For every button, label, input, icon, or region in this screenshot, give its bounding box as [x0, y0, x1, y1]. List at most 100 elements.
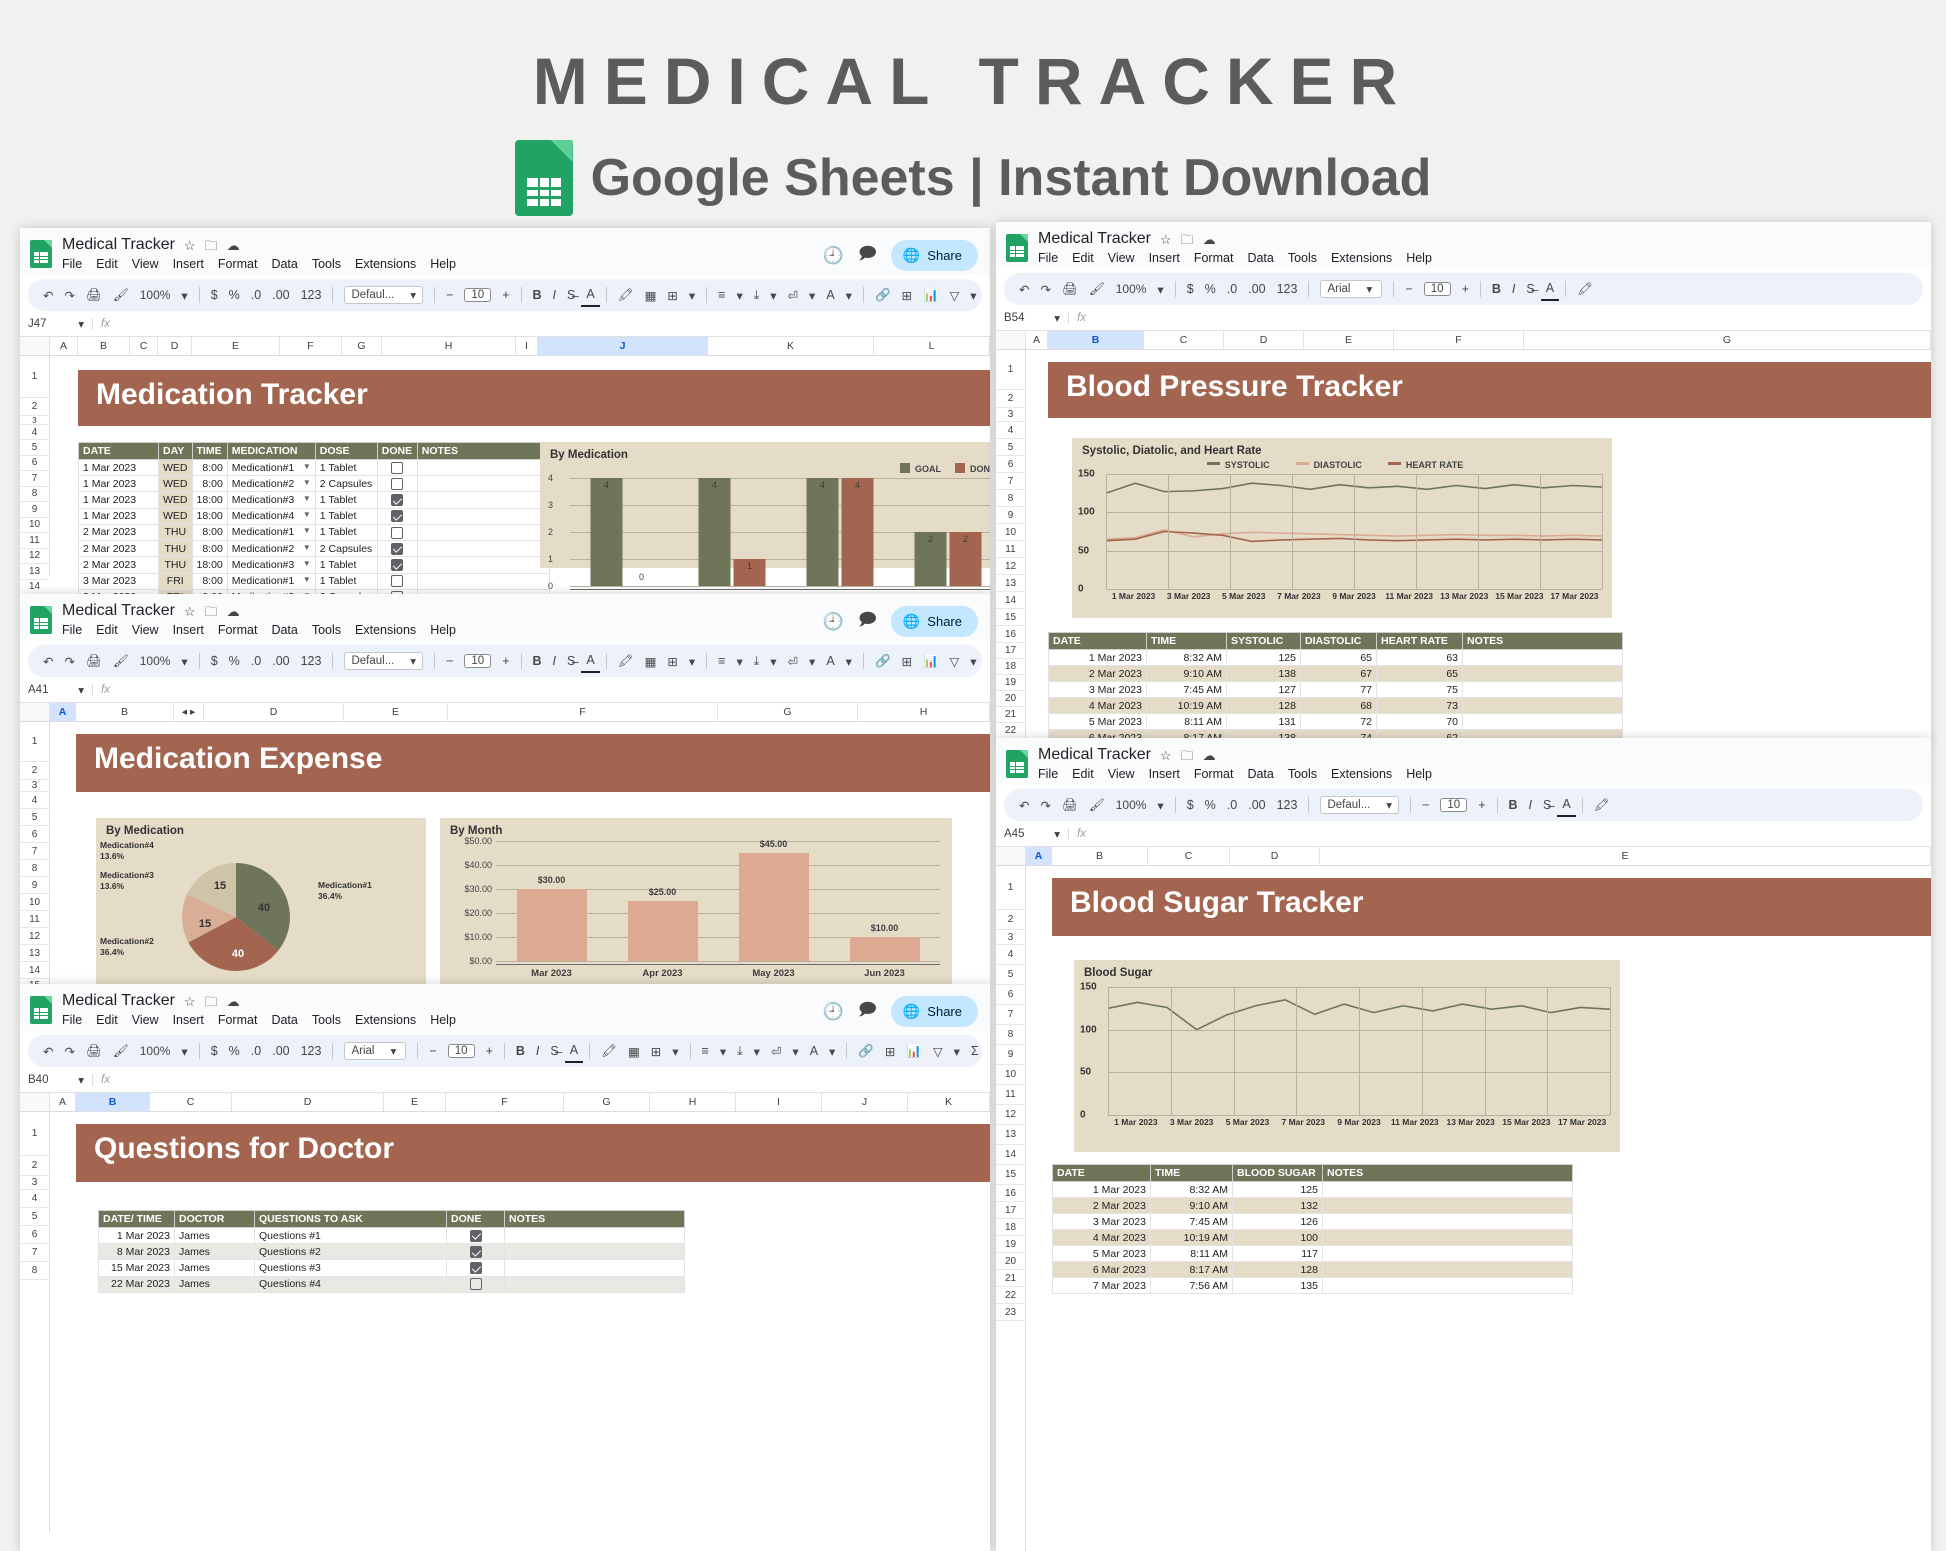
cell-date[interactable]: 1 Mar 2023: [78, 458, 159, 477]
table-row[interactable]: 15 Mar 2023 James Questions #3: [98, 1259, 685, 1277]
insert-chart-icon[interactable]: 📊: [923, 653, 939, 668]
row-header-5[interactable]: 5: [20, 1208, 49, 1226]
chevron-down-icon[interactable]: ▾: [736, 288, 743, 303]
cell-notes[interactable]: [416, 523, 550, 542]
font-size-input[interactable]: 10: [1440, 798, 1468, 812]
text-rotation-icon[interactable]: A: [826, 654, 835, 668]
print-icon[interactable]: 🖨: [1061, 797, 1078, 812]
merge-cells-icon[interactable]: ⊞: [667, 288, 678, 303]
menu-item-format[interactable]: Format: [217, 1013, 258, 1027]
name-box[interactable]: B40 ▾: [28, 1073, 84, 1087]
bar-done[interactable]: 1: [733, 559, 766, 586]
bar-done[interactable]: 4: [841, 478, 874, 586]
cell-date[interactable]: 3 Mar 2023: [1048, 681, 1147, 698]
cell-medication[interactable]: Medication#1 ▼: [226, 572, 316, 590]
undo-icon[interactable]: ↶: [1019, 798, 1030, 813]
cell-date[interactable]: 7 Mar 2023: [1052, 1277, 1151, 1294]
print-icon[interactable]: 🖨: [85, 287, 102, 302]
cell-doctor[interactable]: James: [174, 1275, 255, 1293]
font-family-select[interactable]: Defaul... ▾: [344, 286, 424, 304]
cell-systolic[interactable]: 125: [1226, 649, 1301, 666]
cell-question[interactable]: Questions #1: [254, 1226, 447, 1245]
print-icon[interactable]: 🖨: [85, 653, 102, 668]
cell-time[interactable]: 8:32 AM: [1146, 649, 1227, 666]
row-header-18[interactable]: 18: [996, 1219, 1025, 1236]
cell-date[interactable]: 2 Mar 2023: [78, 523, 159, 542]
print-icon[interactable]: 🖨: [1061, 281, 1078, 296]
strikethrough-button[interactable]: S̶: [567, 654, 576, 668]
cell-date[interactable]: 6 Mar 2023: [1052, 1261, 1151, 1278]
cell-blood-sugar[interactable]: 126: [1232, 1213, 1323, 1230]
menu-item-data[interactable]: Data: [1247, 767, 1274, 781]
increase-decimal-button[interactable]: .00: [272, 1044, 290, 1058]
cell-day[interactable]: FRI: [158, 572, 193, 590]
filter-icon[interactable]: ▽: [949, 288, 960, 303]
document-title[interactable]: Medical Tracker: [1038, 746, 1151, 763]
row-header-14[interactable]: 14: [20, 580, 49, 595]
menu-item-help[interactable]: Help: [430, 1013, 456, 1027]
name-box[interactable]: J47 ▾: [28, 317, 84, 331]
cell-heart-rate[interactable]: 65: [1376, 665, 1463, 682]
chevron-down-icon[interactable]: ▾: [688, 654, 696, 669]
cell-date[interactable]: 3 Mar 2023: [78, 572, 159, 590]
menu-item-help[interactable]: Help: [1406, 251, 1432, 265]
cell-date[interactable]: 2 Mar 2023: [1052, 1197, 1151, 1214]
table-row[interactable]: 2 Mar 2023 9:10 AM 138 67 65: [1048, 665, 1623, 682]
merge-cells-icon[interactable]: ⊞: [667, 654, 678, 669]
column-header-e[interactable]: E: [1320, 847, 1931, 865]
more-formats-button[interactable]: 123: [300, 654, 322, 668]
increase-font-size-button[interactable]: +: [502, 288, 510, 302]
cell-dose[interactable]: 2 Capsules: [314, 540, 378, 558]
cell-notes[interactable]: [416, 507, 550, 525]
table-row[interactable]: 6 Mar 2023 8:17 AM 128: [1052, 1261, 1573, 1278]
vertical-align-icon[interactable]: ⤓: [737, 1043, 743, 1058]
cell-time[interactable]: 8:00: [191, 475, 228, 493]
table-row[interactable]: 2 Mar 2023 THU 8:00 Medication#1 ▼ 1 Tablet: [78, 523, 550, 542]
text-color-button[interactable]: A: [564, 1039, 584, 1063]
menu-item-extensions[interactable]: Extensions: [355, 257, 417, 271]
table-row[interactable]: 5 Mar 2023 8:11 AM 131 72 70: [1048, 713, 1623, 730]
zoom-level[interactable]: 100%: [139, 1044, 171, 1058]
paint-format-icon[interactable]: 🖌: [112, 653, 129, 668]
italic-button[interactable]: I: [552, 654, 557, 668]
menu-item-data[interactable]: Data: [1247, 251, 1274, 265]
borders-icon[interactable]: ▦: [627, 1044, 640, 1059]
redo-icon[interactable]: ↷: [64, 1044, 75, 1059]
menu-item-file[interactable]: File: [1038, 767, 1059, 781]
cell-date[interactable]: 1 Mar 2023: [1048, 649, 1147, 666]
bar-month-2[interactable]: $25.00: [627, 887, 698, 961]
cell-time[interactable]: 7:45 AM: [1146, 681, 1227, 698]
row-header-10[interactable]: 10: [20, 518, 49, 533]
share-button[interactable]: 🌐 Share: [890, 996, 978, 1027]
row-header-13[interactable]: 13: [20, 564, 49, 580]
row-header-7[interactable]: 7: [20, 471, 49, 487]
more-formats-button[interactable]: 123: [300, 288, 322, 302]
done-checkbox[interactable]: [391, 559, 404, 572]
fill-color-icon[interactable]: 🖍: [601, 1043, 617, 1058]
cell-doctor[interactable]: James: [174, 1243, 255, 1261]
menu-item-format[interactable]: Format: [1193, 767, 1234, 781]
menu-item-edit[interactable]: Edit: [96, 623, 118, 637]
row-header-15[interactable]: 15: [996, 1165, 1025, 1185]
row-header-3[interactable]: 3: [996, 408, 1025, 422]
star-icon[interactable]: ☆: [183, 237, 196, 253]
cell-time[interactable]: 8:11 AM: [1150, 1245, 1233, 1262]
table-row[interactable]: 1 Mar 2023 WED 18:00 Medication#3 ▼ 1 Tablet: [78, 491, 550, 509]
version-history-icon[interactable]: 🕘: [822, 245, 844, 265]
bold-button[interactable]: B: [532, 654, 542, 668]
more-formats-button[interactable]: 123: [300, 1044, 322, 1058]
row-header-11[interactable]: 11: [20, 533, 49, 549]
chevron-down-icon[interactable]: ▾: [829, 1044, 836, 1059]
row-header-14[interactable]: 14: [996, 1145, 1025, 1165]
row-header-19[interactable]: 19: [996, 675, 1025, 691]
font-family-select[interactable]: Defaul... ▾: [344, 652, 424, 670]
menu-item-edit[interactable]: Edit: [1072, 767, 1094, 781]
chevron-down-icon[interactable]: ▾: [181, 654, 188, 669]
menu-item-file[interactable]: File: [1038, 251, 1059, 265]
row-header-2[interactable]: 2: [20, 762, 49, 780]
cell-done[interactable]: [446, 1259, 505, 1277]
bar-goal[interactable]: 2: [914, 532, 947, 586]
row-header-16[interactable]: 16: [996, 1185, 1025, 1202]
cell-date[interactable]: 4 Mar 2023: [1052, 1229, 1151, 1246]
currency-format-button[interactable]: $: [210, 654, 218, 668]
